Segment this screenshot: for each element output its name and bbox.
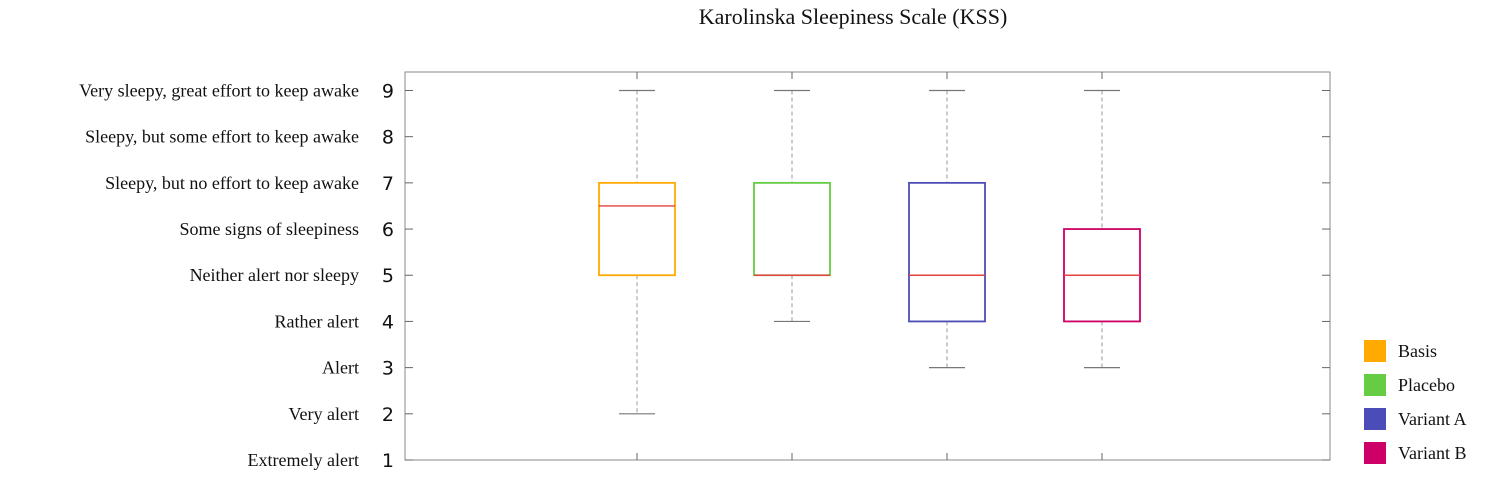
scale-description: Extremely alert [248,450,359,470]
y-tick-label: 5 [382,265,394,287]
y-tick-label: 4 [382,311,394,333]
y-tick-label: 1 [382,450,394,472]
iqr-box [598,181,676,277]
y-tick-label: 8 [382,127,394,149]
scale-description: Some signs of sleepiness [180,219,360,239]
y-tick-label: 2 [382,404,394,426]
legend-swatch [1364,442,1386,464]
y-tick-label: 3 [382,358,394,380]
box-series [598,89,1141,415]
scale-description: Rather alert [275,311,359,331]
plot-border [404,71,1331,461]
iqr-box [753,181,831,277]
scale-description: Very sleepy, great effort to keep awake [79,80,359,100]
y-axis: 1 Extremely alert 2 Very alert 3 Alert 4 Rather… [79,80,1330,472]
plot-area [404,71,1331,461]
legend-label: Basis [1398,341,1437,361]
legend-swatch [1364,408,1386,430]
box-basis [598,89,676,415]
box-placebo [753,89,831,323]
legend-swatch [1364,340,1386,362]
box-variant-a [908,89,986,369]
chart-title: Karolinska Sleepiness Scale (KSS) [699,4,1008,29]
scale-description: Very alert [289,404,359,424]
scale-description: Sleepy, but some effort to keep awake [85,127,359,147]
y-tick-label: 6 [382,219,394,241]
y-tick-label: 9 [382,80,394,102]
scale-description: Neither alert nor sleepy [190,265,359,285]
legend-label: Placebo [1398,375,1455,395]
legend-label: Variant A [1398,409,1466,429]
y-tick-label: 7 [382,173,394,195]
scale-description: Alert [322,358,359,378]
iqr-box [908,181,986,323]
legend: Basis Placebo Variant A Variant B [1364,340,1466,464]
legend-swatch [1364,374,1386,396]
scale-description: Sleepy, but no effort to keep awake [105,173,359,193]
legend-label: Variant B [1398,443,1466,463]
box-variant-b [1063,89,1141,369]
